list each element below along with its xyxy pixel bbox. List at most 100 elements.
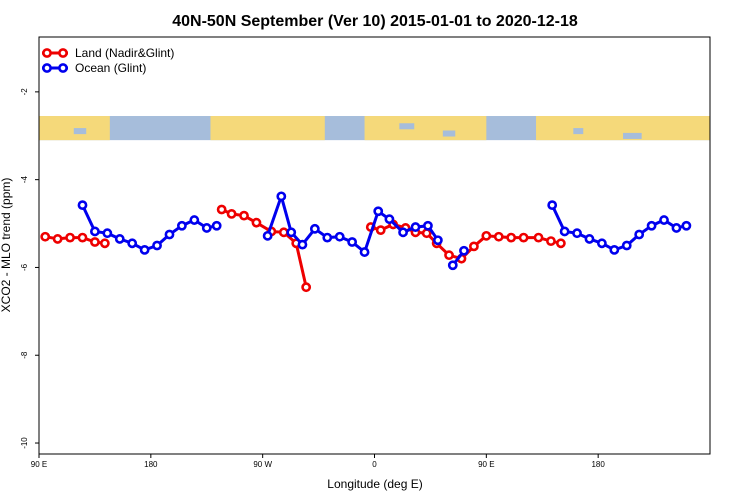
map-land <box>364 116 487 141</box>
series-layer <box>40 191 692 293</box>
data-point <box>40 231 51 242</box>
legend-marker <box>42 48 52 58</box>
x-tick-label: 0 <box>372 460 377 469</box>
x-axis-label: Longitude (deg E) <box>327 477 422 491</box>
data-point <box>278 227 289 238</box>
legend-label: Land (Nadir&Glint) <box>75 46 174 60</box>
data-point <box>65 232 75 243</box>
data-point <box>114 234 125 244</box>
data-point <box>671 223 682 233</box>
data-point <box>176 220 187 231</box>
data-point <box>423 220 433 231</box>
data-point <box>596 238 607 249</box>
series-line <box>550 204 687 252</box>
map-ocean-detail <box>623 132 642 139</box>
legend-label: Ocean (Glint) <box>75 61 146 75</box>
data-point <box>481 230 492 241</box>
data-point <box>334 231 345 242</box>
data-point <box>634 229 645 240</box>
x-tick-label: 90 E <box>31 460 47 469</box>
data-point <box>127 238 138 249</box>
data-point <box>546 236 556 247</box>
y-tick-label: -8 <box>20 351 29 359</box>
data-point <box>90 237 100 247</box>
series-ocean <box>77 191 692 271</box>
data-point <box>239 210 249 221</box>
chart-title: 40N-50N September (Ver 10) 2015-01-01 to… <box>172 13 578 30</box>
data-point <box>518 232 529 243</box>
x-tick-label: 90 W <box>253 460 272 469</box>
data-point <box>547 200 558 211</box>
data-point <box>398 227 408 238</box>
data-point <box>621 240 632 251</box>
data-point <box>410 222 421 232</box>
data-point <box>681 220 692 231</box>
legend-marker <box>42 63 52 73</box>
data-point <box>189 215 200 225</box>
map-ocean-detail <box>73 128 87 135</box>
data-point <box>469 241 479 252</box>
x-tick-label: 180 <box>591 460 605 469</box>
data-point <box>659 215 669 225</box>
x-tick-label: 180 <box>144 460 158 469</box>
data-point <box>322 232 333 243</box>
data-point <box>555 238 566 249</box>
data-point <box>493 231 504 242</box>
data-point <box>375 225 386 236</box>
x-axis: 90 E 180 90 W 0 90 E 180 <box>31 454 605 469</box>
data-point <box>102 228 113 239</box>
data-point <box>276 191 287 202</box>
data-point <box>347 237 358 247</box>
data-point <box>164 229 175 240</box>
data-point <box>572 228 582 239</box>
data-point <box>90 226 100 237</box>
y-tick-label: -4 <box>20 176 29 184</box>
data-point <box>584 234 595 244</box>
data-point <box>211 220 222 231</box>
map-ocean-detail <box>442 130 456 137</box>
data-point <box>384 214 395 225</box>
data-point <box>286 227 297 238</box>
data-point <box>432 235 443 246</box>
data-point <box>609 244 620 255</box>
data-point <box>216 204 227 215</box>
data-point <box>99 238 110 249</box>
data-point <box>359 247 370 257</box>
data-point <box>447 260 458 271</box>
data-point <box>262 230 273 241</box>
world-map-strip <box>39 116 710 141</box>
data-point <box>459 245 469 256</box>
legend-marker <box>58 48 68 58</box>
map-ocean-detail <box>399 123 415 130</box>
data-point <box>506 232 517 243</box>
data-point <box>309 223 320 234</box>
data-point <box>251 217 262 228</box>
data-point <box>77 200 88 211</box>
data-point <box>226 208 237 219</box>
plot-frame <box>38 36 711 455</box>
data-point <box>373 206 384 217</box>
data-point <box>559 226 570 237</box>
y-axis: -2 -4 -6 -8 -10 <box>20 88 39 449</box>
legend: Land (Nadir&Glint)Ocean (Glint) <box>42 46 174 75</box>
data-point <box>139 244 150 255</box>
legend-marker <box>58 63 68 73</box>
map-ocean-detail <box>573 128 584 135</box>
series-line <box>221 208 308 288</box>
data-point <box>77 232 88 243</box>
data-point <box>421 228 432 239</box>
x-tick-label: 90 E <box>478 460 494 469</box>
data-point <box>201 223 212 233</box>
data-point <box>52 234 63 244</box>
data-point <box>301 282 312 293</box>
data-point <box>444 250 454 261</box>
y-tick-label: -2 <box>20 88 29 96</box>
map-land <box>210 116 325 141</box>
data-point <box>152 240 162 251</box>
data-point <box>533 232 544 243</box>
y-axis-label: XCO2 - MLO trend (ppm) <box>0 178 13 313</box>
data-point <box>646 220 657 231</box>
data-point <box>297 239 308 250</box>
y-tick-label: -6 <box>20 263 29 271</box>
